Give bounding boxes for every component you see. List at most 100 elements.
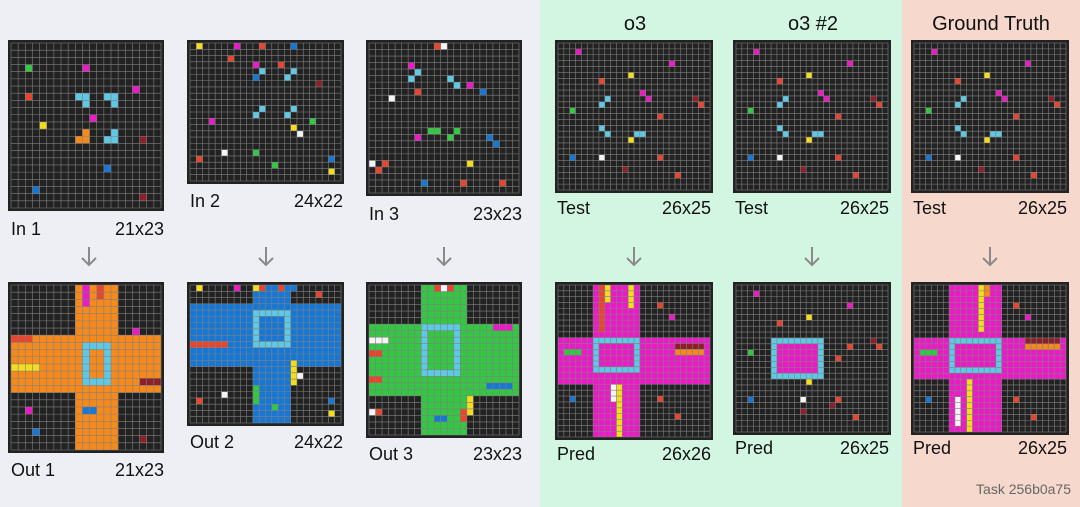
grid-cell	[978, 166, 985, 173]
grid-cell	[610, 390, 617, 397]
grid-cell	[674, 413, 681, 420]
grid-cell	[616, 431, 623, 437]
grid-cell	[966, 402, 973, 409]
grid-cell	[806, 72, 812, 79]
grid-cell	[375, 376, 383, 383]
pred-o3-2-label: Pred	[735, 438, 774, 458]
grid-cell	[32, 428, 40, 436]
test-gt-label: Test	[913, 198, 947, 218]
grid-cell	[427, 127, 435, 135]
grid-cell	[569, 107, 576, 114]
grid-cell	[486, 382, 493, 390]
grid-cell	[598, 296, 605, 303]
grid-cell	[604, 285, 611, 291]
input-grid-1	[8, 40, 164, 211]
grid-cell	[680, 343, 687, 350]
grid-cell	[698, 101, 705, 108]
grid-cell	[628, 296, 634, 303]
grid-cell	[153, 378, 161, 386]
pred-o3-dims: 26x26	[661, 444, 711, 464]
grid-cell	[196, 341, 203, 348]
grid-cell	[259, 43, 266, 50]
grid-cell	[221, 149, 228, 156]
grid-cell	[466, 402, 474, 409]
grid-cell	[96, 292, 104, 300]
grid-cell	[1013, 154, 1020, 161]
grid-cell	[776, 125, 783, 132]
grid-cell	[234, 285, 241, 292]
grid-cell	[466, 160, 474, 167]
grid-cell	[82, 100, 90, 108]
grid-cell	[196, 155, 203, 163]
grid-cell	[657, 396, 664, 402]
grid-cell	[1054, 101, 1061, 108]
grid-cell	[375, 350, 383, 357]
grid-cell	[296, 372, 304, 380]
down-arrow-icon	[804, 247, 820, 267]
grid-cell	[447, 75, 454, 83]
grid-cell	[806, 379, 812, 385]
grid-cell	[1025, 314, 1031, 321]
grid-cell	[598, 302, 605, 309]
grid-cell	[252, 391, 260, 398]
prediction-grid-ground-truth	[911, 282, 1069, 435]
grid-cell	[369, 376, 376, 383]
grid-cell	[954, 125, 961, 132]
grid-cell	[82, 285, 90, 293]
grid-cell	[698, 349, 705, 356]
grid-cell	[505, 382, 513, 390]
grid-cell	[806, 314, 812, 321]
grid-cell	[925, 349, 932, 356]
grid-cell	[995, 90, 1002, 96]
grid-cell	[492, 140, 500, 148]
grid-cell	[876, 101, 883, 108]
grid-cell	[1048, 95, 1055, 102]
grid-cell	[674, 172, 681, 179]
grid-cell	[290, 360, 297, 367]
grid-cell	[82, 136, 90, 144]
grid-cell	[598, 308, 605, 315]
grid-cell	[382, 160, 389, 167]
grid-cell	[190, 341, 197, 348]
grid-cell	[847, 302, 853, 309]
grid-cell	[259, 68, 266, 75]
grid-cell	[139, 193, 147, 201]
grid-cell	[806, 137, 812, 143]
grid-cell	[995, 131, 1002, 138]
grid-cell	[931, 48, 938, 55]
grid-cell	[817, 131, 824, 138]
grid-cell	[196, 397, 203, 405]
grid-cell	[132, 86, 140, 94]
grid-cell	[466, 395, 474, 403]
grid-cell	[369, 160, 376, 167]
grid-cell	[847, 343, 853, 350]
grid-cell	[82, 406, 90, 415]
prediction-grid-o3-2	[733, 282, 891, 435]
grid-cell	[604, 296, 611, 303]
grid-cell	[284, 112, 291, 119]
grid-cell	[453, 127, 461, 135]
grid-cell	[434, 285, 441, 292]
grid-cell	[111, 129, 119, 137]
grid-cell	[966, 426, 973, 432]
input-grid-2	[187, 40, 344, 184]
grid-cell	[82, 292, 90, 300]
grid-cell	[628, 285, 634, 291]
grid-cell	[434, 127, 441, 135]
grid-cell	[954, 402, 961, 409]
down-arrow-icon	[436, 247, 452, 267]
grid-cell	[284, 74, 291, 81]
test-o3-2-label: Test	[735, 198, 769, 218]
grid-cell	[657, 302, 664, 309]
grid-cell	[598, 101, 605, 108]
grid-cell	[75, 93, 83, 101]
grid-cell	[96, 285, 104, 293]
grid-cell	[375, 166, 383, 174]
output-grid-3	[366, 282, 522, 438]
grid-cell	[252, 61, 260, 69]
grid-cell	[111, 136, 119, 144]
grid-cell	[1013, 396, 1020, 403]
grid-cell	[604, 95, 611, 102]
grid-cell	[382, 337, 389, 344]
grid-cell	[598, 125, 605, 132]
